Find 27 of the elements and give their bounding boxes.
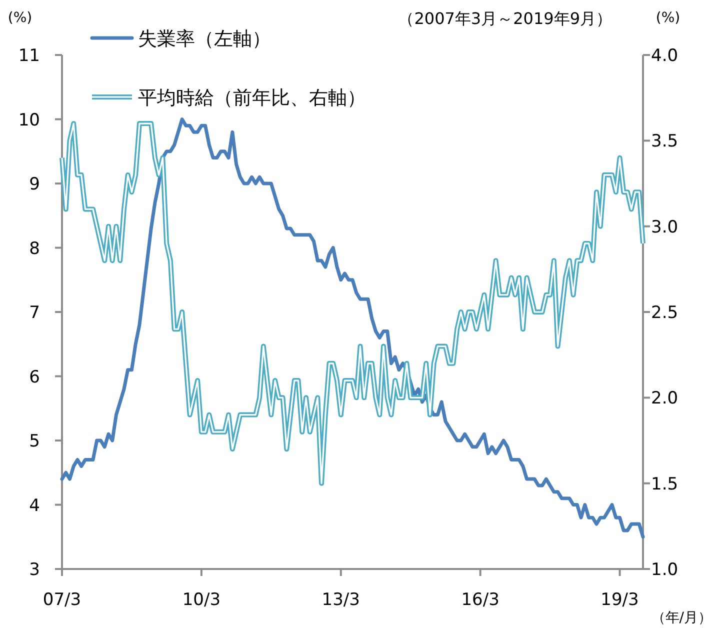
x-tick-label: 10/3: [182, 590, 221, 610]
x-tick-label: 13/3: [322, 590, 360, 610]
y2-tick-label: 2.0: [651, 388, 678, 409]
y-tick-label: 9: [29, 174, 40, 194]
y2-tick-label: 4.0: [651, 46, 678, 66]
y-tick-label: 10: [18, 110, 40, 130]
y-tick-label: 6: [29, 367, 40, 388]
y-tick-label: 5: [29, 432, 40, 452]
y2-tick-label: 3.5: [651, 132, 678, 152]
y2-tick-label: 2.5: [651, 303, 678, 323]
y-tick-label: 7: [29, 303, 40, 323]
y-tick-label: 3: [29, 560, 40, 580]
y2-tick-label: 3.0: [651, 217, 678, 238]
x-tick-label: 07/3: [42, 590, 82, 610]
y-tick-label: 8: [29, 238, 40, 259]
y2-tick-label: 1.5: [651, 474, 678, 494]
y-tick-label: 11: [18, 46, 40, 66]
y-axis-title: (%): [8, 10, 32, 26]
x-axis-title: （年/月）: [651, 610, 712, 626]
x-tick-label: 19/3: [600, 590, 639, 610]
legend-label: 平均時給（前年比、右軸）: [138, 87, 366, 109]
x-tick-label: 16/3: [461, 590, 500, 610]
y2-tick-label: 1.0: [651, 560, 678, 580]
legend-label: 失業率（左軸）: [138, 28, 271, 50]
y2-axis-title: (%): [656, 10, 680, 26]
y-tick-label: 4: [29, 496, 40, 516]
text: （2007年3月～2019年9月）: [398, 9, 612, 28]
